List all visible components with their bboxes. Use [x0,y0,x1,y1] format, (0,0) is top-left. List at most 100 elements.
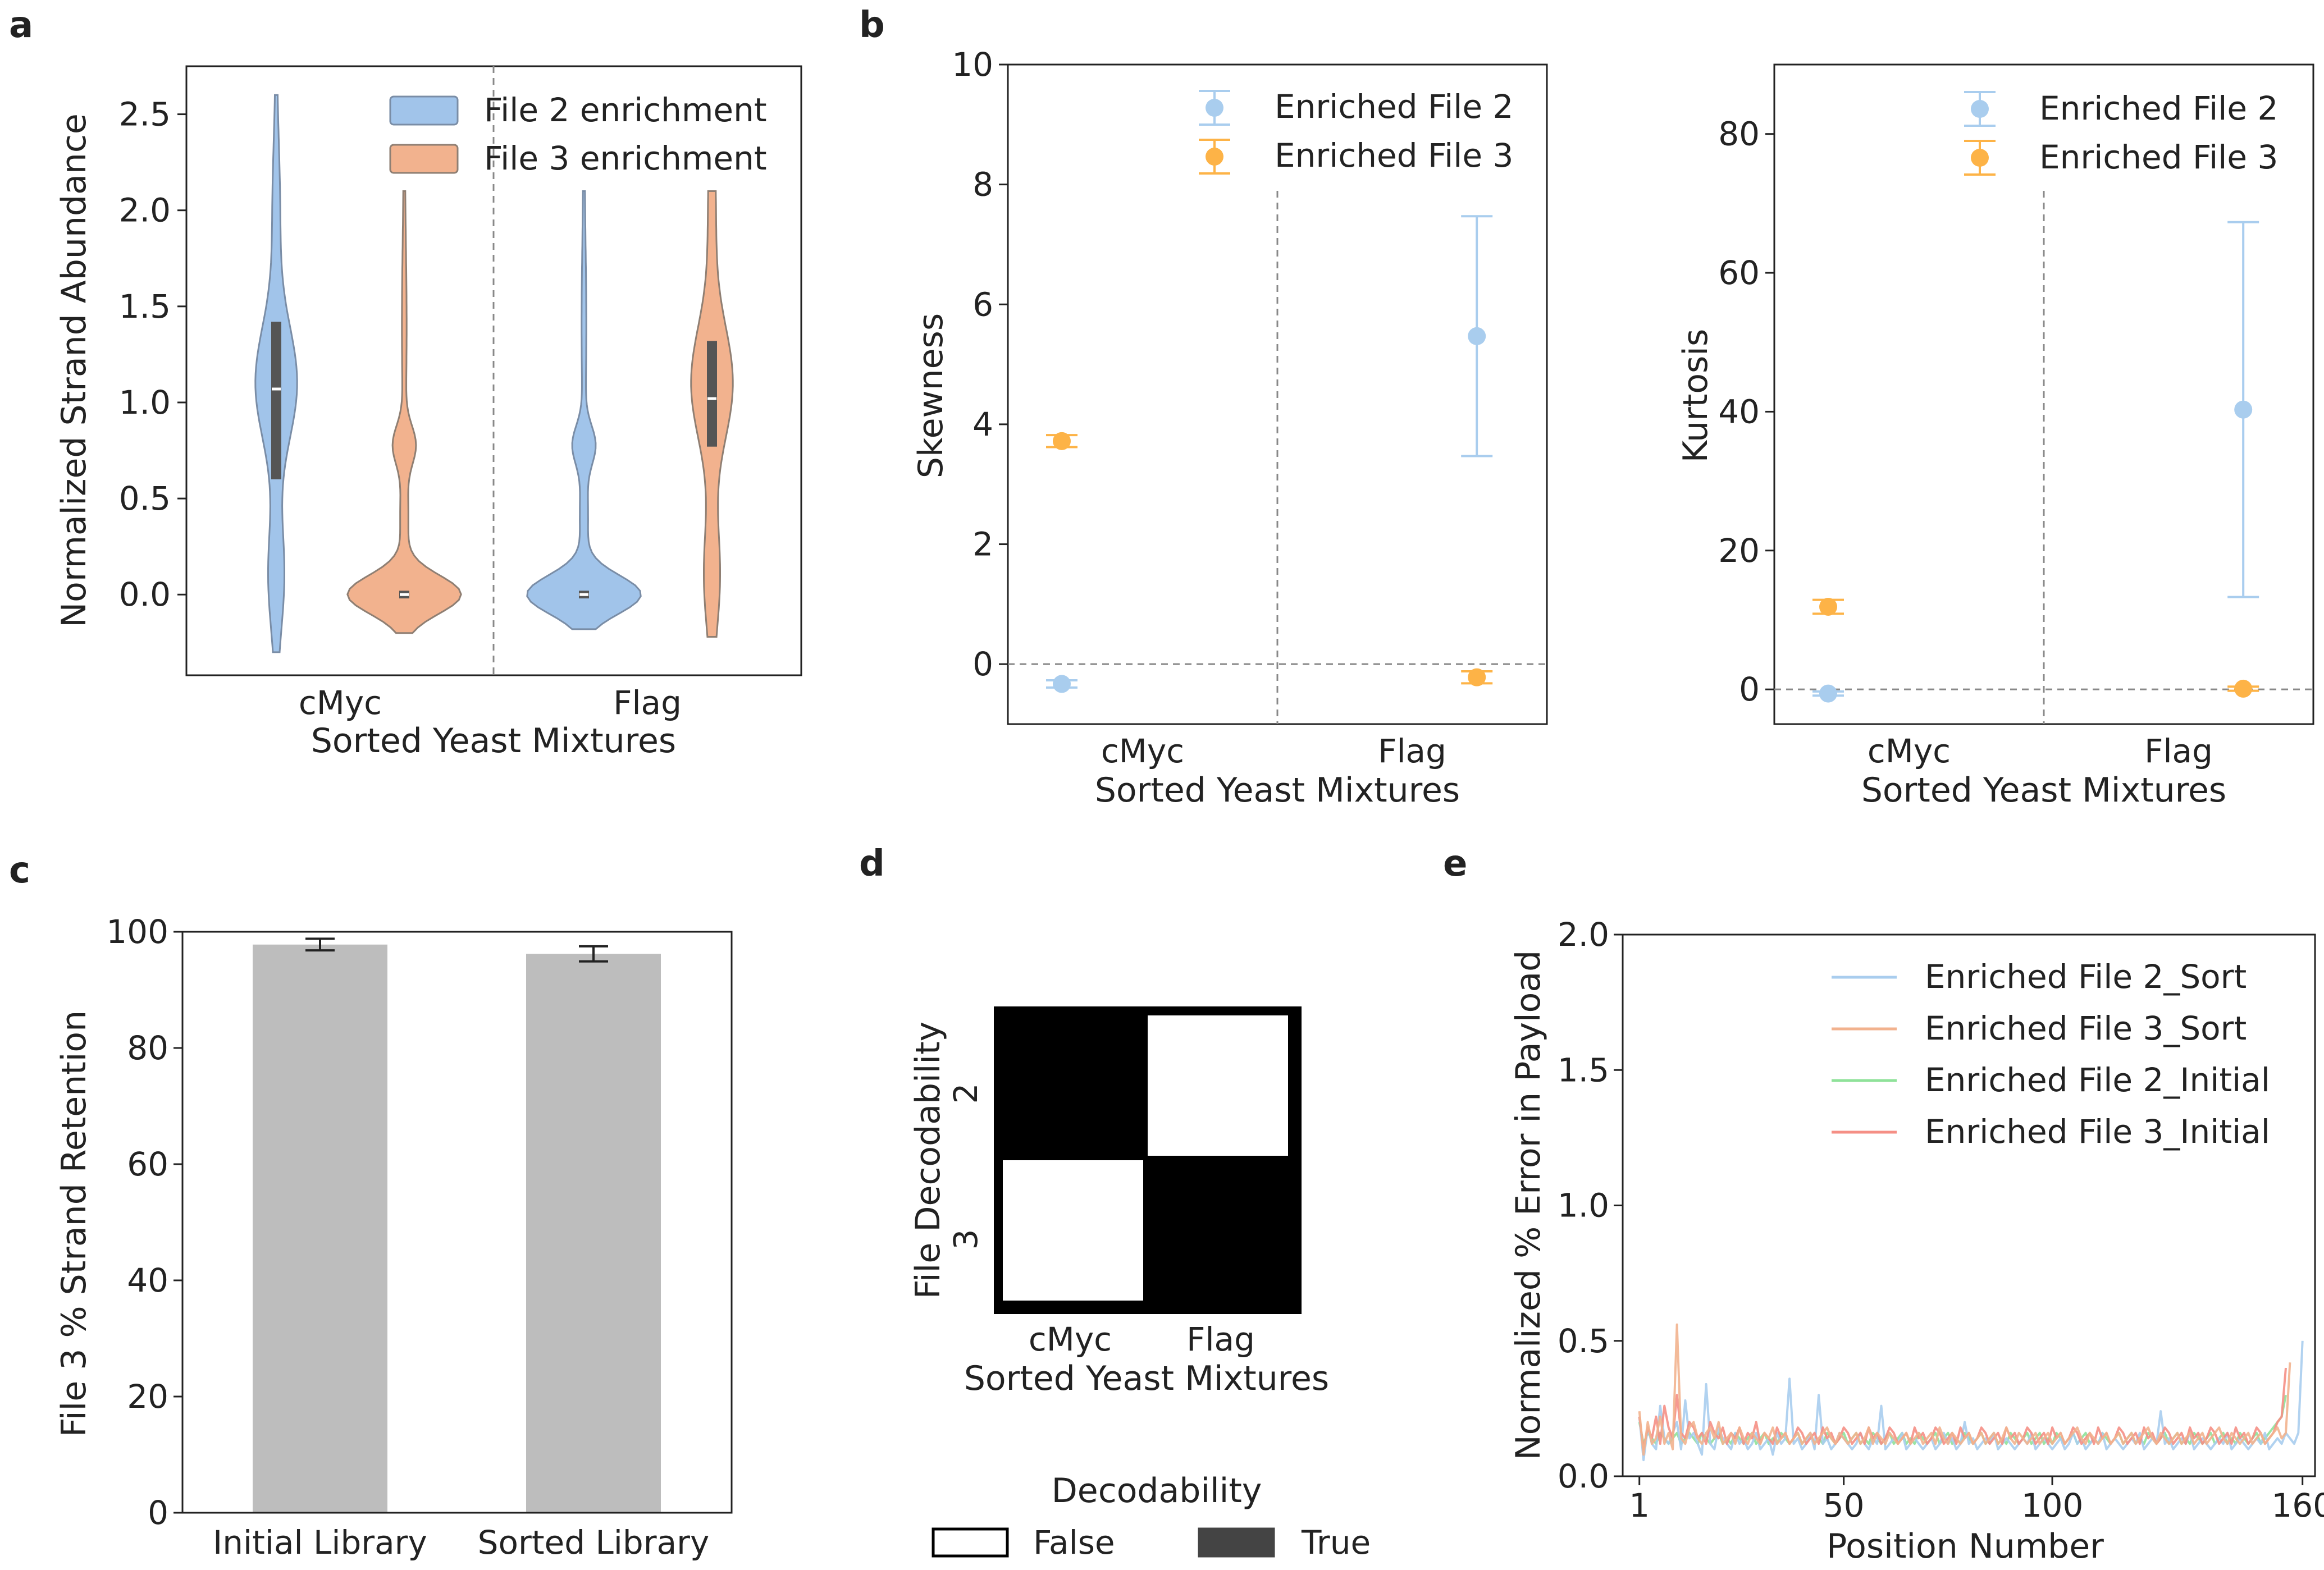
violin-iqr-box [707,341,717,447]
y-axis-label: File Decodability [908,1022,948,1299]
y-tick-label: 1.0 [1558,1187,1609,1225]
legend-label: True [1301,1523,1371,1562]
violin-body [346,190,462,634]
bar [253,944,387,1513]
data-point [1468,327,1486,345]
legend: File 2 enrichment File 3 enrichment [389,91,767,177]
y-tick-label: 4 [972,405,993,443]
legend-label: False [1033,1523,1115,1562]
x-tick-label: Flag [1378,732,1446,770]
y-axis-ticks: 0.0 0.5 1.0 1.5 2.0 2.5 [119,95,186,614]
y-tick-label: 2 [972,525,993,564]
y-axis-label: Kurtosis [1676,329,1715,463]
legend: Enriched File 2 Enriched File 3 [1199,88,1513,175]
x-tick-label: 100 [2021,1486,2084,1525]
heatmap-cells [1003,1015,1288,1301]
x-tick-label: 50 [1823,1486,1865,1525]
legend-label: Enriched File 2 [2039,89,2278,127]
line-plot-area [1638,1323,2304,1462]
legend-label: Enriched File 2_Sort [1925,958,2247,996]
x-tick-label: 160 [2271,1486,2324,1525]
y-tick-label: 10 [952,45,993,84]
violin-iqr-box [271,322,281,479]
series-line [1638,1323,2291,1456]
x-tick-label: 1 [1629,1486,1650,1525]
x-axis-ticks: 1 50 100 160 [1629,1476,2324,1525]
x-tick-label: Flag [613,684,682,722]
bar-plot-area [253,937,661,1513]
y-tick-label: 0 [148,1494,168,1532]
y-tick-label: 0.5 [1558,1322,1609,1360]
panel-b-kurtosis-chart: 0 20 40 60 80 cMyc Flag Sorted Yeast Mixture… [1676,63,2314,810]
legend-label: File 2 enrichment [484,91,767,129]
panel-d-heatmap: 2 3 cMyc Flag Sorted Yeast Mixtures File… [908,1006,1371,1562]
y-axis-label: Normalized Strand Abundance [54,113,94,628]
legend-label: Enriched File 2 [1275,88,1513,126]
y-tick-label: 2.5 [119,95,171,134]
data-point [1468,668,1486,686]
y-tick-label: 1.5 [1558,1051,1609,1089]
legend-label: File 3 enrichment [484,139,767,177]
legend-swatch-false [932,1527,1009,1558]
y-tick-label: 2.0 [119,191,171,230]
x-axis-label: Sorted Yeast Mixtures [1861,771,2226,810]
y-tick-label: 2.0 [1558,916,1609,954]
data-point [1819,597,1837,616]
y-tick-label: 0.0 [1558,1457,1609,1495]
panel-a-violin-chart: 0.0 0.5 1.0 1.5 2.0 2.5 cMyc Flag Sorted Yeas… [54,65,802,761]
x-tick-label: Initial Library [213,1523,427,1562]
heatmap-cell [1148,1015,1288,1156]
y-tick-label: 1.0 [119,383,171,422]
y-tick-label: 20 [1718,532,1760,570]
panel-c-bar-chart: 0 20 40 60 80 100 Initial Library Sorted Libr… [54,913,733,1562]
x-tick-label: Flag [2144,732,2213,770]
y-axis-ticks: 0 2 4 6 8 10 [952,45,1008,683]
y-tick-label: 2 [947,1083,985,1104]
axes-frame [181,931,733,1514]
legend-swatch-true [1198,1527,1275,1558]
y-tick-label: 0.0 [119,575,171,614]
x-tick-label: cMyc [1101,732,1184,770]
y-axis-label: File 3 % Strand Retention [54,1010,94,1437]
x-tick-label: cMyc [1029,1320,1112,1358]
y-tick-label: 0.5 [119,479,171,518]
x-tick-label: Flag [1186,1320,1255,1358]
legend-swatch-file3 [389,144,459,174]
data-point [1819,684,1837,703]
bar [526,954,661,1513]
heatmap-cell [1003,1015,1143,1156]
x-axis-label: Sorted Yeast Mixtures [311,721,676,761]
heatmap-cell [1003,1160,1143,1301]
y-axis-label: Skewness [911,313,951,478]
y-tick-label: 80 [1718,115,1760,153]
y-axis-ticks: 0 20 40 60 80 100 [106,913,182,1532]
y-tick-label: 0 [1739,670,1760,708]
y-tick-label: 60 [127,1145,168,1183]
legend-marker [1971,100,1989,118]
violin-body [526,190,642,630]
panel-e-line-chart: 0.0 0.5 1.0 1.5 2.0 1 50 100 160 Position Numbe… [1509,916,2324,1566]
heatmap-cell [1148,1160,1288,1301]
legend-swatch-file2 [389,95,459,126]
panel-letter-e: e [1443,843,1467,885]
y-tick-label: 0 [972,645,993,683]
panel-letter-d: d [859,843,885,885]
errorbar-plot-area [1774,221,2313,703]
y-tick-label: 1.5 [119,287,171,326]
legend-marker [1971,149,1989,167]
legend-label: Enriched File 3_Sort [1925,1009,2247,1047]
y-tick-label: 80 [127,1029,168,1067]
y-tick-label: 6 [972,285,993,323]
x-axis-label: Sorted Yeast Mixtures [964,1359,1329,1398]
x-axis-label: Position Number [1827,1527,2104,1566]
y-tick-label: 60 [1718,254,1760,292]
legend: Enriched File 2 Enriched File 3 [1964,89,2278,176]
violin-plot-area [254,94,734,653]
y-tick-label: 8 [972,166,993,204]
legend-label: Enriched File 2_Initial [1925,1061,2270,1099]
x-tick-label: cMyc [299,684,382,722]
y-tick-label: 20 [127,1377,168,1416]
x-tick-label: Sorted Library [478,1523,710,1562]
legend-marker [1206,148,1223,166]
